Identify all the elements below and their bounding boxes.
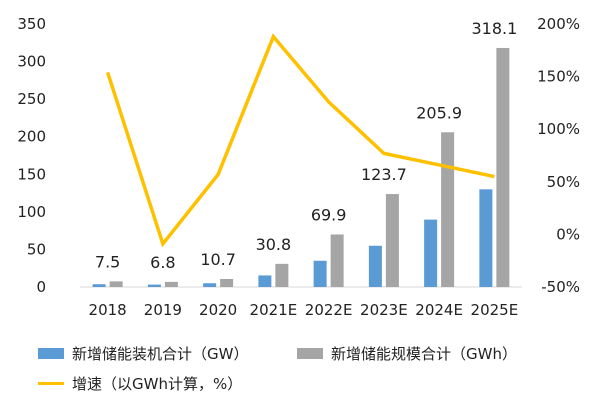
data-label: 10.7 [200,250,236,269]
right-tick-label: 50% [547,173,580,191]
left-tick-label: 100 [17,203,46,221]
legend-label-gwh: 新增储能规模合计（GWh） [331,345,517,363]
growth-line [105,33,495,248]
x-tick-label: 2018 [89,301,127,319]
data-label: 205.9 [416,103,462,122]
right-tick-label: 200% [537,15,580,33]
bar-gwh [275,263,289,287]
x-tick-label: 2024E [415,301,463,319]
data-label: 69.9 [311,205,347,224]
bar-gwh [441,132,455,287]
bar-gw [203,283,217,287]
x-axis-ticks: 2018 2019 2020 2021E 2022E 2023E 2024E 2025E [89,301,519,319]
bar-gwh [164,281,178,287]
data-label: 318.1 [471,19,517,38]
left-tick-label: 200 [17,128,46,146]
data-label: 30.8 [256,235,292,254]
bar-gw [258,275,272,287]
data-label: 6.8 [150,253,175,272]
bar-gwh [220,278,234,287]
bar-gw [313,260,327,287]
bar-gw [479,189,493,287]
bar-gwh [496,47,510,288]
bar-gw [424,219,438,287]
right-tick-label: 0% [556,225,580,243]
x-tick-label: 2020 [199,301,237,319]
bar-gwh [109,281,123,287]
x-tick-label: 2025E [471,301,519,319]
left-tick-label: 150 [17,165,46,183]
legend-item-growth: 增速（以GWh计算，%） [38,373,242,394]
left-tick-label: 300 [17,53,46,71]
left-tick-label: 50 [27,240,46,258]
growth-line-layer [105,33,495,248]
x-tick-label: 2021E [250,301,298,319]
bar-gw [92,284,106,287]
left-tick-label: 350 [17,15,46,33]
right-tick-label: 150% [537,68,580,86]
bars-layer [92,47,510,288]
left-tick-label: 250 [17,90,46,108]
right-axis-ticks: -50% 0% 50% 100% 150% 200% [537,15,580,296]
legend-label-growth: 增速（以GWh计算，%） [72,375,243,393]
right-tick-label: -50% [541,278,580,296]
data-label: 7.5 [95,252,120,271]
left-axis-ticks: 0 50 100 150 200 250 300 350 [17,15,46,296]
bar-gw [147,284,161,287]
legend-label-gw: 新增储能装机合计（GW） [72,345,249,363]
bar-gwh [330,234,344,287]
data-labels: 7.5 6.8 10.7 30.8 69.9 123.7 205.9 318.1 [95,19,517,272]
legend-item-gwh: 新增储能规模合计（GWh） [297,343,517,364]
left-tick-label: 0 [36,278,46,296]
legend-swatch-growth [38,382,64,385]
x-tick-label: 2019 [144,301,182,319]
bar-gwh [385,194,399,287]
legend-swatch-gwh [297,348,323,359]
legend-swatch-gw [38,348,64,359]
x-tick-label: 2022E [305,301,353,319]
legend-item-gw: 新增储能装机合计（GW） [38,343,248,364]
right-tick-label: 100% [537,120,580,138]
x-tick-label: 2023E [360,301,408,319]
data-label: 123.7 [361,165,407,184]
bar-gw [368,245,382,287]
